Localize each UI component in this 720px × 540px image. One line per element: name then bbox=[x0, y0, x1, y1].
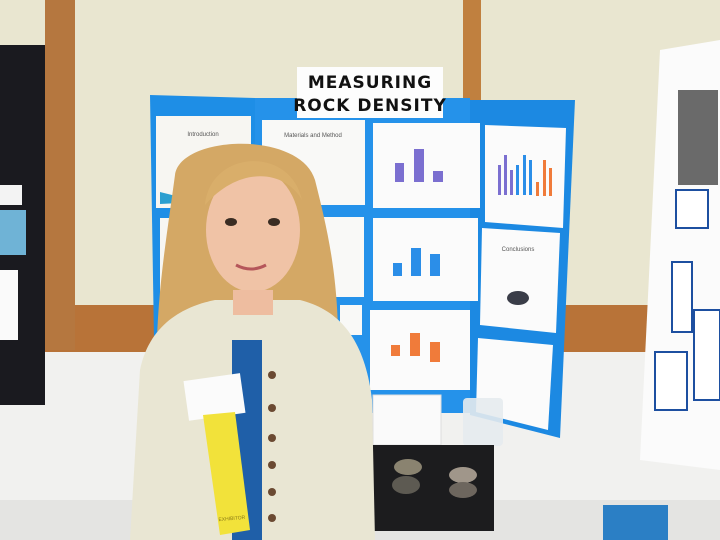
jacket-buttons bbox=[268, 371, 276, 522]
beaker bbox=[463, 398, 503, 446]
title-card bbox=[297, 67, 443, 118]
left-eye bbox=[225, 218, 237, 226]
paper-stack bbox=[372, 394, 442, 446]
wood-post-left bbox=[45, 0, 75, 350]
neck bbox=[233, 290, 273, 315]
multi-bar-chart bbox=[498, 155, 552, 196]
conclusions-paper bbox=[480, 228, 560, 333]
title-line-1: MEASURING bbox=[308, 73, 432, 93]
chart-paper-purple bbox=[373, 123, 480, 208]
introduction-heading: Introduction bbox=[187, 132, 218, 138]
ribbon-label: EXHIBITOR bbox=[218, 515, 246, 523]
materials-heading: Materials and Method bbox=[284, 133, 342, 139]
right-eye bbox=[268, 218, 280, 226]
name-tag bbox=[183, 373, 246, 421]
ribbon bbox=[203, 412, 250, 535]
student: EXHIBITOR bbox=[130, 143, 375, 540]
wood-post-center bbox=[463, 0, 481, 100]
face bbox=[206, 168, 300, 292]
chart-paper-blue bbox=[373, 218, 478, 301]
conclusions-heading: Conclusions bbox=[502, 247, 535, 253]
rock-photo bbox=[507, 291, 529, 305]
smile bbox=[235, 263, 267, 271]
brochure bbox=[603, 505, 668, 540]
title-line-2: ROCK DENSITY bbox=[293, 96, 447, 116]
